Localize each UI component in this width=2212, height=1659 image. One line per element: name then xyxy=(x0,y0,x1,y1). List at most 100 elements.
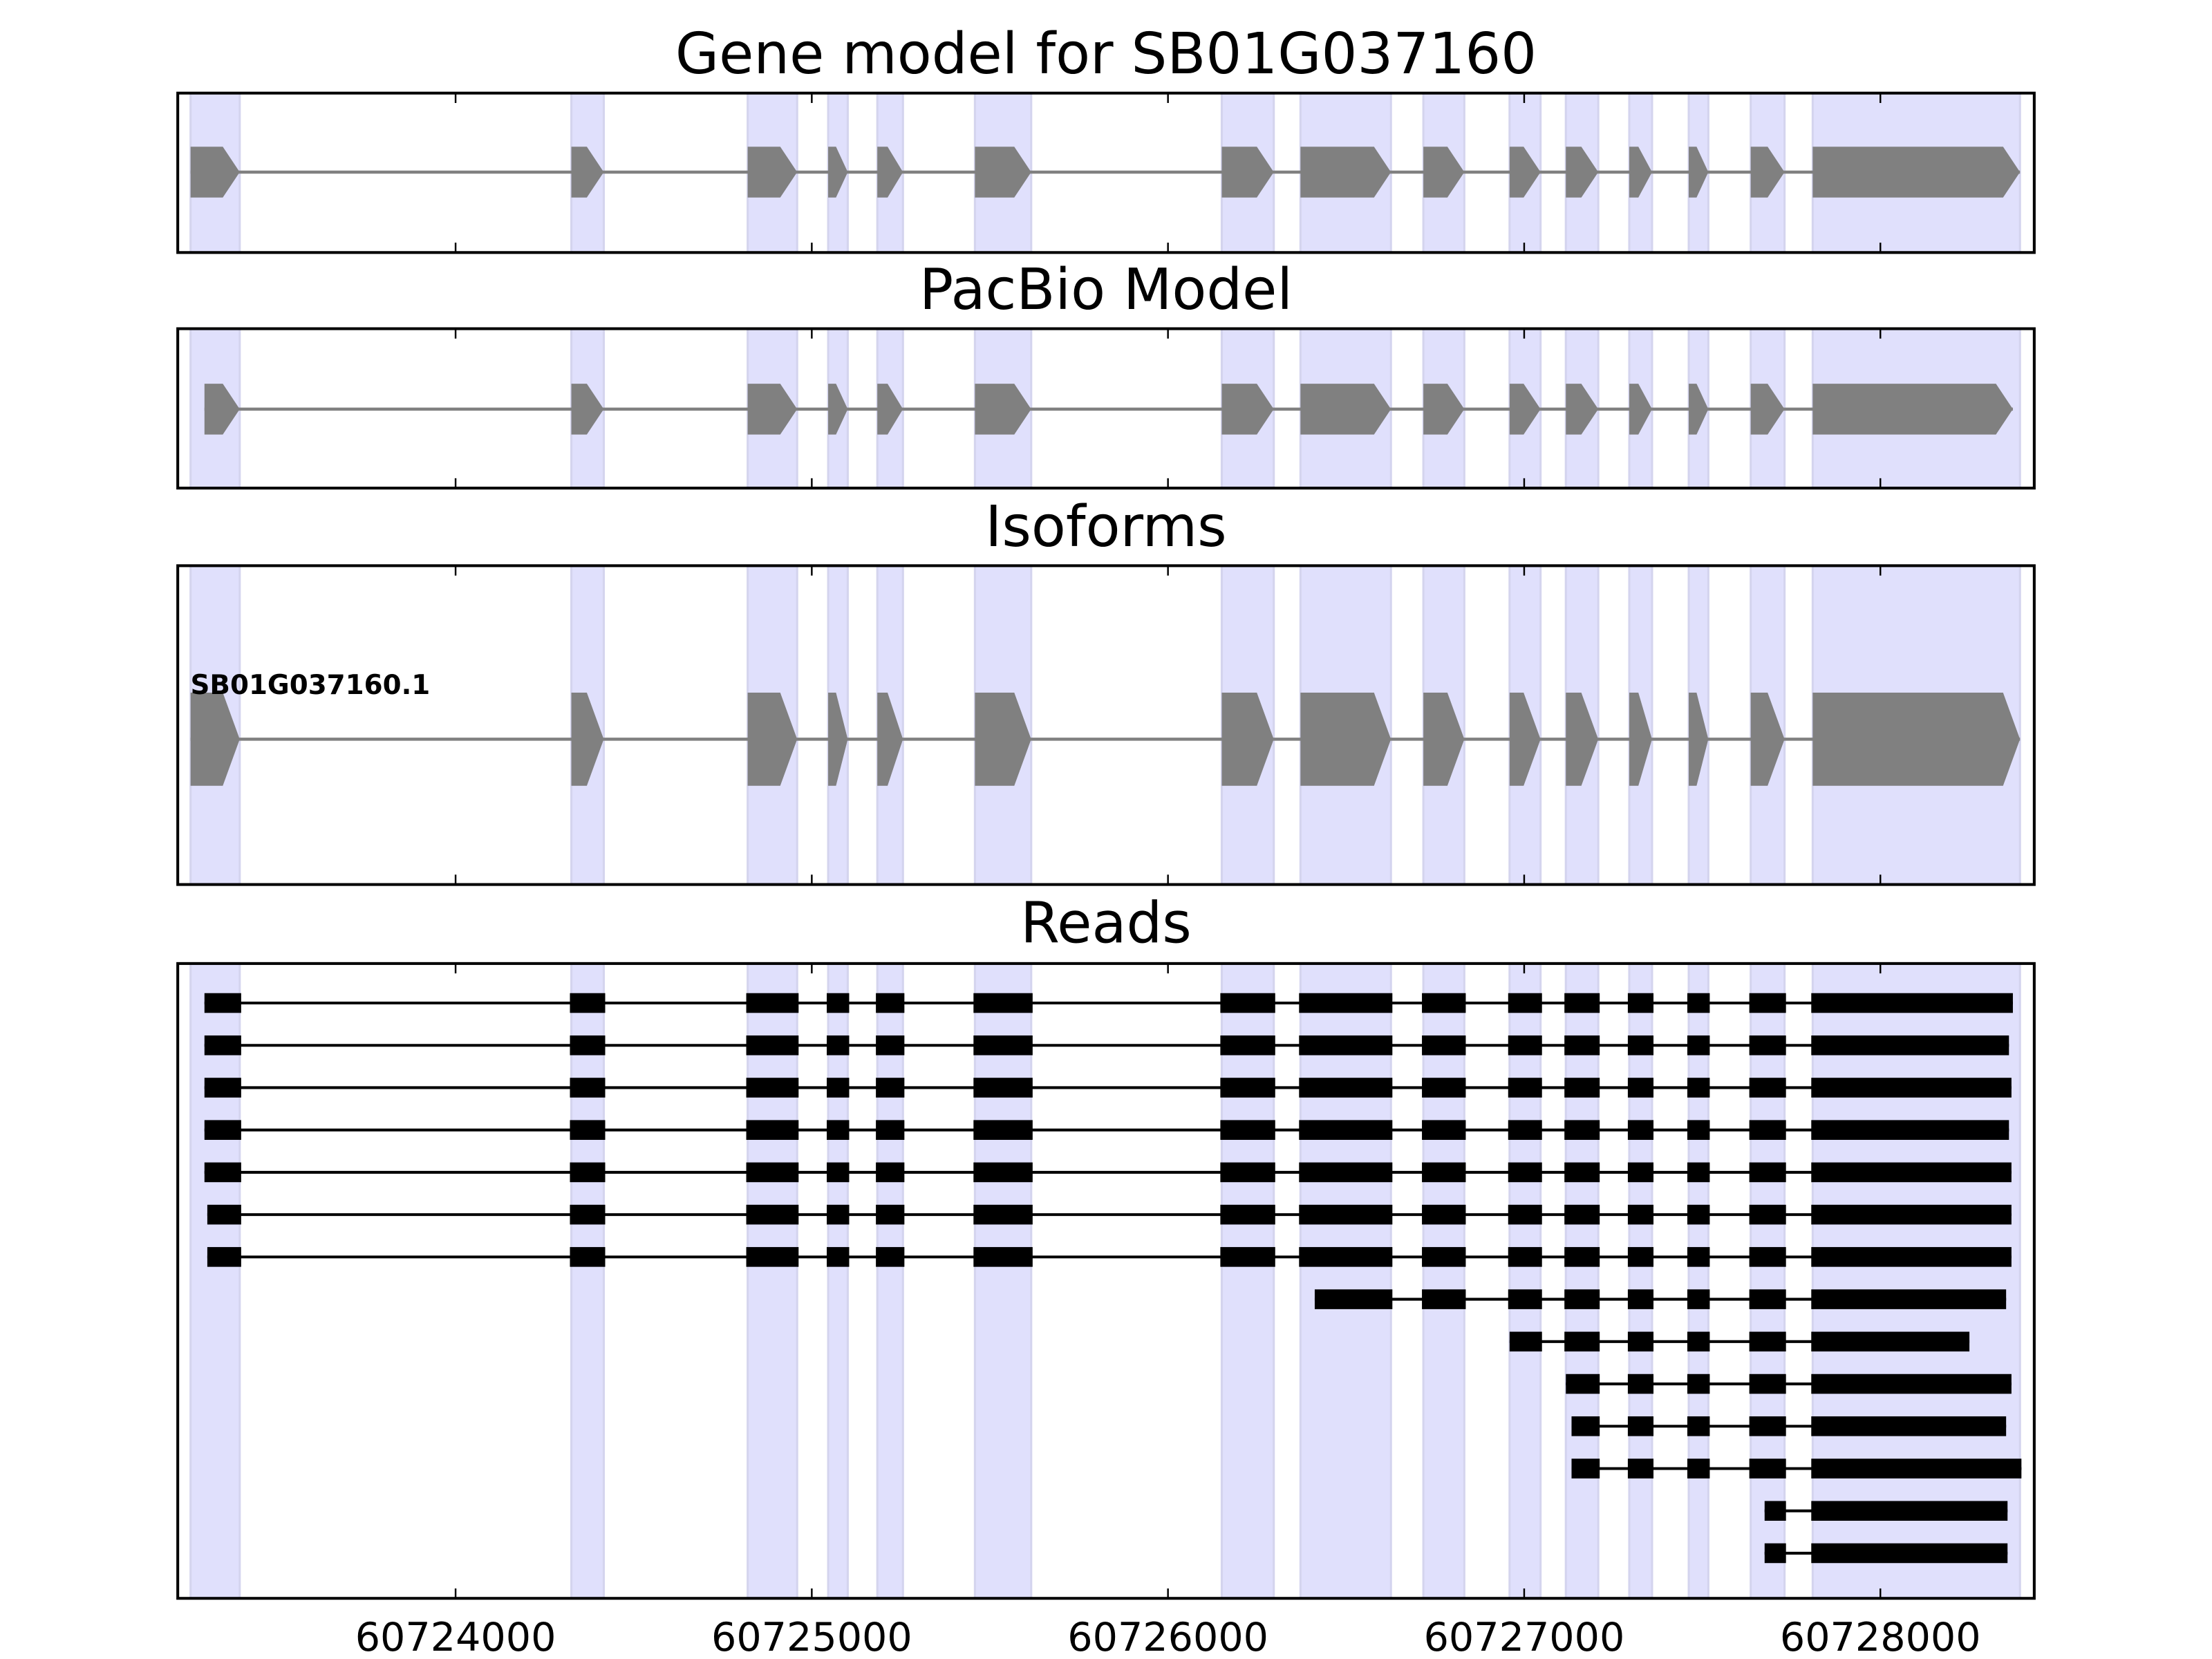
exon-arrow xyxy=(1750,693,1785,786)
exon-arrow xyxy=(877,693,903,786)
read-exon xyxy=(1220,1035,1275,1056)
exon-shading xyxy=(747,962,798,1600)
exon-arrow xyxy=(975,693,1031,786)
read-exon xyxy=(1627,1204,1654,1225)
read-exon xyxy=(1564,1035,1600,1056)
exon-arrow xyxy=(1689,693,1709,786)
read-exon xyxy=(876,1035,905,1056)
read-exon xyxy=(1564,1247,1600,1267)
read-exon xyxy=(1749,1459,1786,1479)
read-exon xyxy=(1220,1078,1275,1098)
axes-frame xyxy=(176,91,2036,254)
read-exon xyxy=(1627,1247,1654,1267)
read-exon xyxy=(1687,1247,1710,1267)
read-exon xyxy=(1564,993,1600,1013)
exon-shading xyxy=(1628,962,1653,1600)
read-exon xyxy=(1566,1374,1600,1394)
read-exon xyxy=(1811,1162,2012,1183)
read-exon xyxy=(570,1204,606,1225)
read-exon xyxy=(1422,1035,1466,1056)
read-exon xyxy=(570,1035,606,1056)
read-exon xyxy=(876,1078,905,1098)
read-exon xyxy=(973,1204,1033,1225)
read-exon xyxy=(570,1247,606,1267)
read-exon xyxy=(1422,1289,1466,1309)
read-exon xyxy=(1299,993,1393,1013)
read-exon xyxy=(1687,1459,1710,1479)
read-exon xyxy=(1299,1035,1393,1056)
read-exon xyxy=(1564,1289,1600,1309)
exon-shading xyxy=(827,962,849,1600)
read-exon xyxy=(1627,1078,1654,1098)
read-exon xyxy=(876,1162,905,1183)
read-exon xyxy=(570,1078,606,1098)
x-tick-label: 60727000 xyxy=(1424,1615,1625,1659)
read-exon xyxy=(1749,1078,1786,1098)
read-exon xyxy=(1749,1204,1786,1225)
read-exon xyxy=(1571,1459,1600,1479)
read-exon xyxy=(1627,1331,1654,1352)
read-exon xyxy=(1811,1501,2008,1521)
exon-arrow xyxy=(1750,384,1785,435)
read-exon xyxy=(1627,1459,1654,1479)
read-exon xyxy=(1749,1289,1786,1309)
read-exon xyxy=(1811,1204,2012,1225)
exon-arrow xyxy=(1509,147,1541,198)
read-exon xyxy=(973,1035,1033,1056)
read-exon xyxy=(1422,1247,1466,1267)
exon-arrow xyxy=(975,147,1031,198)
read-exon xyxy=(1811,1331,1970,1352)
read-exon xyxy=(827,1247,850,1267)
read-exon xyxy=(204,993,241,1013)
read-exon xyxy=(1687,1416,1710,1436)
exon-arrow xyxy=(747,384,798,435)
panel-title-reads: Reads xyxy=(1020,890,1192,956)
exon-arrow xyxy=(1566,384,1599,435)
read-exon xyxy=(1811,1416,2007,1436)
exon-arrow xyxy=(747,147,798,198)
read-exon xyxy=(1687,1035,1710,1056)
exon-arrow xyxy=(1423,693,1465,786)
read-exon xyxy=(1314,1289,1393,1309)
read-exon xyxy=(876,1247,905,1267)
read-exon xyxy=(1764,1543,1786,1564)
exon-arrow xyxy=(1300,147,1391,198)
exon-shading xyxy=(1299,962,1392,1600)
read-exon xyxy=(1508,1247,1542,1267)
read-exon xyxy=(1299,1162,1393,1183)
exon-shading xyxy=(1564,962,1600,1600)
read-exon xyxy=(1627,993,1654,1013)
exon-arrow xyxy=(828,147,848,198)
exon-shading xyxy=(1811,962,2021,1600)
exon-shading xyxy=(570,962,605,1600)
read-exon xyxy=(973,1120,1033,1140)
read-exon xyxy=(1687,1331,1710,1352)
read-exon xyxy=(1299,1078,1393,1098)
read-exon xyxy=(1220,1247,1275,1267)
panel-title-gene-model: Gene model for SB01G037160 xyxy=(675,21,1537,87)
read-exon xyxy=(1687,1120,1710,1140)
axes-frame xyxy=(176,962,2036,1600)
read-exon xyxy=(973,1247,1033,1267)
read-exon xyxy=(1571,1416,1600,1436)
exon-shading xyxy=(1220,962,1275,1600)
read-exon xyxy=(973,1078,1033,1098)
read-exon xyxy=(1687,1204,1710,1225)
exon-shading xyxy=(1422,962,1465,1600)
exon-arrow xyxy=(1509,384,1541,435)
read-exon xyxy=(1749,993,1786,1013)
exon-arrow xyxy=(877,147,903,198)
exon-shading xyxy=(189,962,241,1600)
read-exon xyxy=(1564,1331,1600,1352)
exon-arrow xyxy=(1300,384,1391,435)
read-exon xyxy=(827,1120,850,1140)
read-exon xyxy=(1749,1416,1786,1436)
read-exon xyxy=(1811,1120,2009,1140)
read-exon xyxy=(1508,1078,1542,1098)
exon-arrow xyxy=(1750,147,1785,198)
exon-arrow xyxy=(828,693,848,786)
read-exon xyxy=(827,1035,850,1056)
read-exon xyxy=(1508,993,1542,1013)
exon-arrow xyxy=(1423,384,1465,435)
